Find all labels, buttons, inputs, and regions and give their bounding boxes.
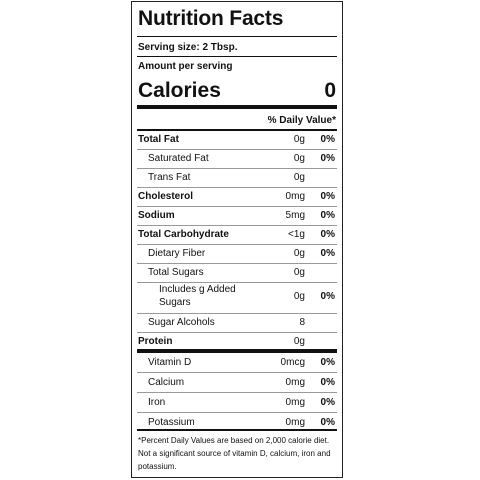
row-divider [137, 313, 337, 314]
nutrient-name: Total Fat [138, 134, 179, 145]
nutrient-dv: 0% [320, 248, 335, 259]
amount-per-serving: Amount per serving [138, 61, 233, 72]
nutrient-dv: 0% [320, 134, 335, 145]
nutrient-row-protein: Protein 0g [137, 333, 337, 350]
vitamin-name: Vitamin D [148, 357, 192, 368]
nutrient-dv: 0% [320, 291, 335, 302]
vitamin-amount: 0mg [285, 417, 305, 428]
nutrient-name: Includes g Added [159, 284, 236, 295]
nutrient-dv: 0% [320, 191, 335, 202]
nutrient-amount: 0g [293, 248, 305, 259]
vitamin-dv: 0% [320, 377, 335, 388]
nutrient-name-continued: Sugars [159, 297, 191, 308]
vitamin-dv: 0% [320, 417, 335, 428]
calories-value: 0 [324, 79, 336, 102]
vitamin-row-iron: Iron 0mg 0% [137, 393, 337, 412]
nutrient-amount: <1g [288, 229, 305, 240]
row-divider [137, 149, 337, 150]
nutrient-row-sugar-alcohols: Sugar Alcohols 8 [137, 314, 337, 332]
vitamin-amount: 0mg [285, 377, 305, 388]
vitamin-amount: 0mcg [280, 357, 305, 368]
vitamin-row-potassium: Potassium 0mg 0% [137, 413, 337, 432]
row-divider [137, 187, 337, 188]
nutrient-dv: 0% [320, 210, 335, 221]
vitamin-name: Iron [148, 397, 166, 408]
nutrient-amount: 0g [293, 134, 305, 145]
nutrient-amount: 0mg [285, 191, 305, 202]
nutrient-dv: 0% [320, 153, 335, 164]
nutrient-name: Sugar Alcohols [148, 317, 215, 328]
daily-value-header: % Daily Value* [267, 115, 336, 126]
divider [137, 129, 337, 131]
calories-label: Calories [138, 79, 221, 102]
vitamin-amount: 0mg [285, 397, 305, 408]
row-divider [137, 282, 337, 283]
nutrient-row-cholesterol: Cholesterol 0mg 0% [137, 188, 337, 206]
row-divider [137, 244, 337, 245]
nutrient-row-dietary-fiber: Dietary Fiber 0g 0% [137, 245, 337, 263]
row-divider [137, 168, 337, 169]
nutrient-name: Sodium [138, 210, 175, 221]
divider [137, 36, 337, 37]
nutrient-amount: 0g [293, 153, 305, 164]
nutrient-row-added-sugars: Includes g Added Sugars 0g 0% [137, 283, 337, 313]
vitamin-dv: 0% [320, 357, 335, 368]
nutrient-amount: 0g [293, 267, 305, 278]
vitamin-row-calcium: Calcium 0mg 0% [137, 373, 337, 392]
nutrient-row-total-carbohydrate: Total Carbohydrate <1g 0% [137, 226, 337, 244]
nutrient-row-total-fat: Total Fat 0g 0% [137, 131, 337, 149]
nutrition-facts-label: Nutrition Facts Serving size: 2 Tbsp. Am… [131, 1, 343, 478]
serving-size: Serving size: 2 Tbsp. [138, 42, 238, 53]
vitamin-dv: 0% [320, 397, 335, 408]
nutrient-amount: 5mg [285, 210, 305, 221]
nutrient-row-trans-fat: Trans Fat 0g [137, 169, 337, 187]
nutrient-amount: 0g [293, 291, 305, 302]
nutrient-name: Protein [138, 336, 173, 347]
thick-divider [137, 349, 337, 353]
label-title: Nutrition Facts [138, 7, 284, 30]
nutrient-amount: 0g [293, 172, 305, 183]
footnote: *Percent Daily Values are based on 2,000… [138, 436, 331, 471]
divider [137, 56, 337, 57]
nutrient-name: Total Carbohydrate [138, 229, 229, 240]
nutrient-amount: 8 [299, 317, 305, 328]
row-divider [137, 392, 337, 393]
thick-divider [137, 105, 337, 109]
nutrient-name: Trans Fat [148, 172, 191, 183]
nutrient-dv: 0% [320, 229, 335, 240]
nutrient-amount: 0g [293, 336, 305, 347]
vitamin-name: Calcium [148, 377, 185, 388]
row-divider [137, 225, 337, 226]
row-divider [137, 263, 337, 264]
nutrient-name: Dietary Fiber [148, 248, 206, 259]
row-divider [137, 206, 337, 207]
row-divider [137, 332, 337, 333]
divider [137, 429, 337, 431]
nutrient-row-total-sugars: Total Sugars 0g [137, 264, 337, 282]
nutrient-name: Saturated Fat [148, 153, 209, 164]
row-divider [137, 372, 337, 373]
row-divider [137, 412, 337, 413]
nutrient-name: Total Sugars [148, 267, 204, 278]
nutrient-name: Cholesterol [138, 191, 194, 202]
nutrient-row-sodium: Sodium 5mg 0% [137, 207, 337, 225]
nutrient-row-saturated-fat: Saturated Fat 0g 0% [137, 150, 337, 168]
vitamin-name: Potassium [148, 417, 195, 428]
vitamin-row-vitamin-d: Vitamin D 0mcg 0% [137, 353, 337, 372]
